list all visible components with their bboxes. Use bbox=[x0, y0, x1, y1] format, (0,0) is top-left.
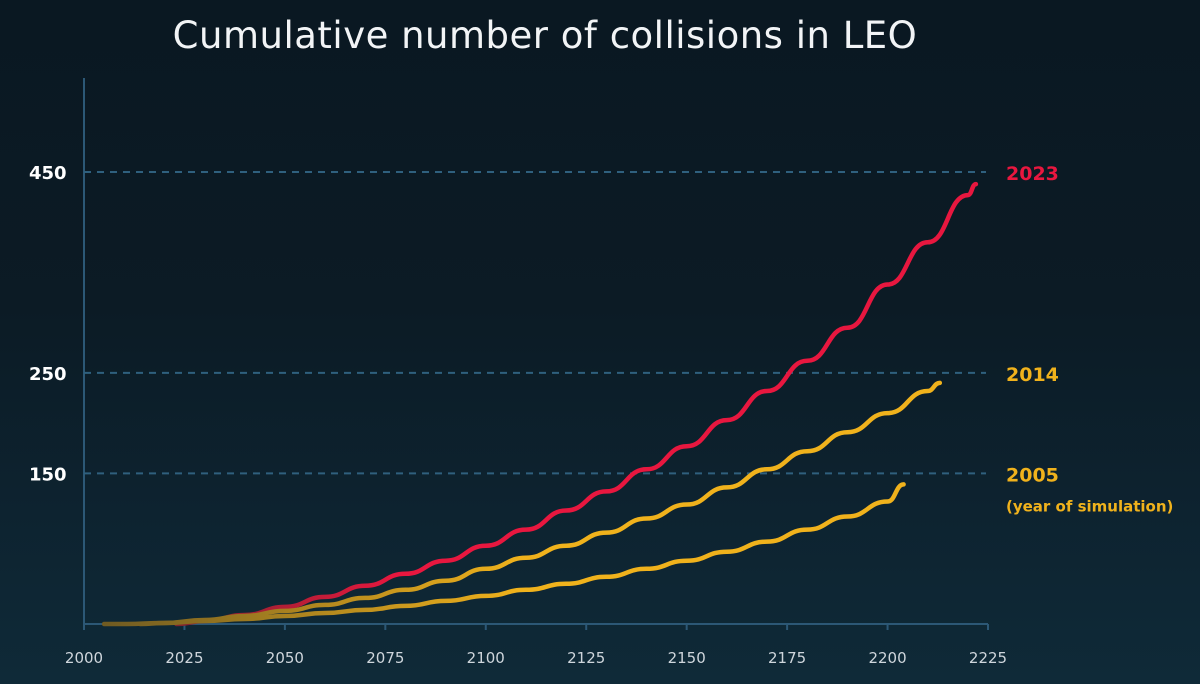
x-tick-label-2025: 2025 bbox=[165, 649, 203, 667]
y-tick-label-150: 150 bbox=[29, 464, 67, 485]
series-label-2005: 2005 bbox=[1006, 464, 1059, 486]
x-tick-label-2050: 2050 bbox=[266, 649, 304, 667]
series-label-2014: 2014 bbox=[1006, 364, 1059, 386]
x-tick-label-2000: 2000 bbox=[65, 649, 103, 667]
x-tick-label-2075: 2075 bbox=[366, 649, 404, 667]
series-line-2005 bbox=[101, 482, 906, 627]
x-tick-label-2175: 2175 bbox=[768, 649, 806, 667]
x-tick-label-2100: 2100 bbox=[467, 649, 505, 667]
y-tick-label-250: 250 bbox=[29, 364, 67, 385]
chart-title: Cumulative number of collisions in LEO bbox=[172, 14, 918, 57]
x-tick-label-2125: 2125 bbox=[567, 649, 605, 667]
x-tick-label-2200: 2200 bbox=[868, 649, 906, 667]
series-line-2014 bbox=[137, 380, 943, 627]
series-note-2005: (year of simulation) bbox=[1006, 497, 1173, 515]
x-tick-label-2225: 2225 bbox=[969, 649, 1007, 667]
series-label-2023: 2023 bbox=[1006, 163, 1059, 185]
series-line-2023 bbox=[174, 181, 979, 627]
y-tick-label-450: 450 bbox=[29, 163, 67, 184]
x-tick-label-2150: 2150 bbox=[668, 649, 706, 667]
